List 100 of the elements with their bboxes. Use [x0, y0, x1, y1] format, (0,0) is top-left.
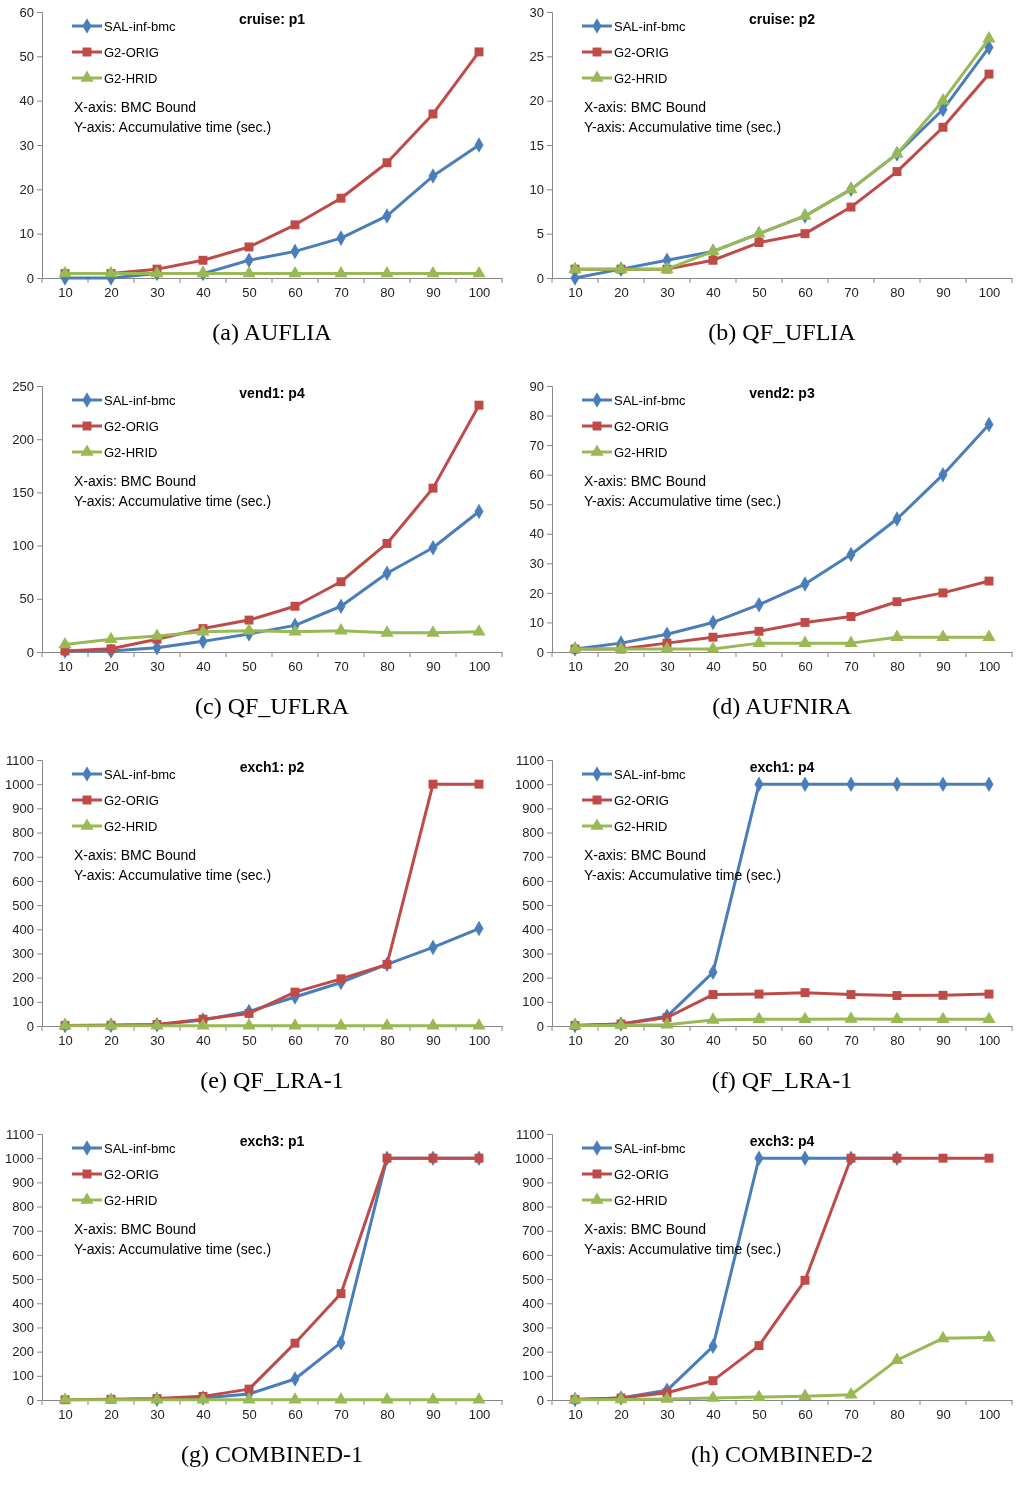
y-tick-label: 1100 [516, 1126, 544, 1142]
x-tick-label: 60 [798, 1033, 813, 1049]
point [798, 208, 812, 220]
point [798, 635, 812, 647]
legend-label: G2-ORIG [104, 418, 159, 434]
x-tick-label: 80 [380, 1407, 395, 1423]
annotation: Y-axis: Accumulative time (sec.) [74, 493, 272, 509]
point [892, 991, 902, 1000]
legend-label: G2-ORIG [614, 792, 669, 808]
y-tick-label: 100 [12, 538, 34, 554]
x-tick-label: 50 [752, 1407, 767, 1423]
x-tick-label: 90 [936, 285, 951, 301]
x-tick-label: 80 [890, 285, 905, 301]
point [890, 629, 904, 642]
point [752, 635, 766, 647]
point [800, 617, 810, 627]
y-tick-label: 100 [12, 994, 34, 1010]
y-tick-label: 1000 [515, 1150, 544, 1166]
point [936, 629, 950, 642]
y-tick-label: 800 [12, 825, 34, 841]
annotation: Y-axis: Accumulative time (sec.) [74, 1241, 272, 1257]
point [892, 597, 902, 607]
point [752, 1389, 766, 1401]
y-tick-label: 300 [12, 946, 34, 962]
x-tick-label: 50 [242, 659, 257, 675]
y-tick-label: 600 [522, 873, 544, 889]
x-tick-label: 40 [706, 1033, 721, 1049]
x-tick-label: 100 [468, 285, 491, 301]
point [706, 1012, 720, 1024]
point [708, 632, 718, 642]
x-tick-label: 60 [798, 659, 813, 675]
chart-title: exch3: p1 [239, 1133, 305, 1149]
y-tick-label: 60 [529, 467, 544, 483]
legend-label: SAL-inf-bmc [104, 766, 177, 782]
x-tick-label: 30 [150, 1407, 165, 1423]
legend-label: G2-HRID [104, 1192, 158, 1208]
x-tick-label: 40 [196, 659, 211, 675]
y-tick-label: 30 [529, 555, 544, 571]
y-tick-label: 1000 [5, 1150, 34, 1166]
x-tick-label: 80 [890, 1033, 905, 1049]
y-tick-label: 90 [529, 378, 544, 394]
point [844, 1011, 858, 1023]
legend-label: G2-HRID [104, 444, 158, 460]
point [380, 265, 394, 278]
point [706, 641, 720, 653]
point [198, 255, 208, 265]
y-tick-label: 15 [529, 137, 544, 153]
y-tick-label: 0 [536, 1018, 544, 1034]
point [798, 1011, 812, 1024]
y-tick-label: 20 [529, 93, 544, 109]
y-tick-label: 900 [522, 801, 544, 817]
y-tick-label: 30 [529, 4, 544, 20]
y-tick-label: 400 [522, 921, 544, 937]
x-tick-label: 90 [426, 1407, 441, 1423]
point [982, 1330, 996, 1342]
x-tick-label: 30 [150, 1033, 165, 1049]
x-tick-label: 100 [468, 659, 491, 675]
point [288, 1392, 302, 1404]
point [242, 1392, 256, 1404]
y-tick-label: 50 [19, 48, 34, 64]
x-tick-label: 10 [568, 1033, 583, 1049]
legend-label: SAL-inf-bmc [104, 392, 177, 408]
point [290, 220, 300, 230]
x-tick-label: 80 [380, 285, 395, 301]
y-tick-label: 10 [529, 181, 544, 197]
y-tick-label: 50 [529, 496, 544, 512]
point [754, 626, 764, 636]
y-tick-label: 900 [12, 801, 34, 817]
x-tick-label: 10 [58, 285, 73, 301]
legend-label: G2-HRID [104, 70, 158, 86]
x-tick-label: 20 [614, 659, 629, 675]
y-tick-label: 900 [522, 1175, 544, 1191]
y-tick-label: 800 [522, 825, 544, 841]
point [288, 265, 302, 278]
x-tick-label: 10 [58, 1407, 73, 1423]
x-tick-label: 100 [468, 1033, 491, 1049]
x-tick-label: 50 [752, 659, 767, 675]
x-tick-label: 20 [614, 285, 629, 301]
point [890, 1011, 904, 1024]
chart-title: cruise: p1 [238, 11, 306, 27]
y-tick-label: 250 [12, 378, 34, 394]
point [984, 989, 994, 999]
point [472, 265, 486, 278]
point [660, 1017, 674, 1029]
x-tick-label: 100 [978, 285, 1001, 301]
y-tick-label: 300 [12, 1320, 34, 1336]
point [938, 1153, 948, 1163]
legend-label: G2-HRID [614, 1192, 668, 1208]
x-tick-label: 90 [426, 659, 441, 675]
x-tick-label: 40 [706, 659, 721, 675]
x-tick-label: 80 [380, 1033, 395, 1049]
x-tick-label: 90 [426, 285, 441, 301]
chart-title: exch1: p2 [239, 759, 305, 775]
point [474, 779, 484, 789]
y-tick-label: 700 [522, 849, 544, 865]
y-tick-label: 0 [26, 270, 34, 286]
x-tick-label: 20 [104, 1407, 119, 1423]
x-axis-title: (g) COMBINED-1 [181, 1441, 363, 1467]
annotation: Y-axis: Accumulative time (sec.) [584, 493, 782, 509]
point [242, 623, 256, 635]
